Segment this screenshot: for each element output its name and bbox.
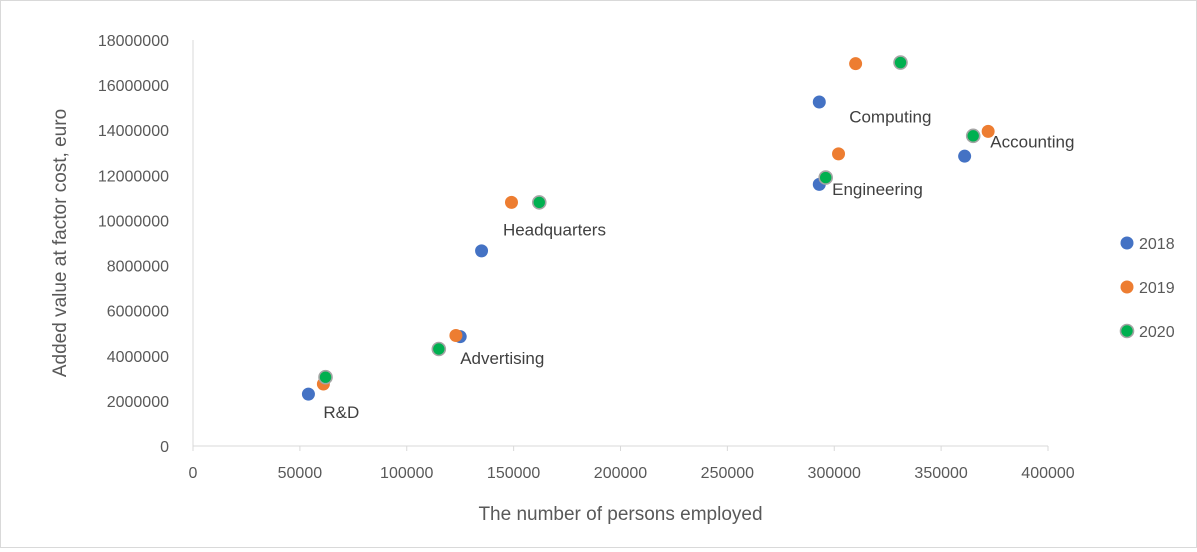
data-point-2020: [531, 195, 547, 210]
y-tick-label: 16000000: [98, 78, 169, 95]
x-tick-label: 200000: [594, 465, 647, 482]
data-point-2020: [431, 341, 447, 357]
legend-label-2019: 2019: [1139, 280, 1175, 297]
x-tick-label: 300000: [808, 465, 861, 482]
data-point-2018: [812, 95, 826, 109]
y-tick-label: 18000000: [98, 33, 169, 50]
y-tick-label: 10000000: [98, 213, 169, 230]
data-point-2019: [504, 195, 518, 209]
data-point-2019: [832, 147, 846, 161]
data-point-2020: [318, 369, 333, 385]
y-tick-label: 6000000: [107, 304, 169, 321]
legend-marker-2019: [1120, 280, 1134, 294]
x-tick-label: 400000: [1021, 465, 1074, 482]
annotations: R&D Advertising Headquarters Computing Engin…: [323, 108, 1074, 422]
x-tick-labels: 0 50000 100000 150000 200000 250000 300000 3500…: [189, 446, 1075, 482]
y-tick-label: 12000000: [98, 168, 169, 185]
annotation-label: R&D: [323, 403, 359, 422]
legend-marker-2018: [1120, 236, 1134, 250]
x-tick-label: 50000: [278, 465, 323, 482]
annotation-label: Computing: [849, 108, 931, 127]
annotation-label: Engineering: [832, 180, 923, 199]
y-tick-label: 8000000: [107, 259, 169, 276]
x-tick-label: 350000: [914, 465, 967, 482]
y-tick-label: 14000000: [98, 123, 169, 140]
data-point-2020: [893, 55, 908, 70]
data-point-2020: [818, 170, 834, 185]
data-point-2018: [475, 244, 489, 258]
data-point-2019: [449, 328, 463, 342]
legend-label-2018: 2018: [1139, 236, 1175, 253]
x-axis-title: The number of persons employed: [478, 504, 762, 525]
annotation-label: Accounting: [990, 133, 1074, 152]
annotation-label: Advertising: [460, 349, 544, 368]
legend-label-2020: 2020: [1139, 324, 1175, 341]
data-point-2018: [301, 387, 315, 401]
data-point-2019: [981, 124, 995, 138]
x-tick-label: 100000: [380, 465, 433, 482]
y-tick-labels: 0 2000000 4000000 6000000 8000000 10000000 120…: [98, 33, 169, 456]
x-tick-label: 250000: [701, 465, 754, 482]
y-tick-label: 4000000: [107, 349, 169, 366]
annotation-label: Headquarters: [503, 220, 606, 239]
data-points: [301, 55, 995, 401]
x-tick-label: 0: [189, 465, 198, 482]
data-point-2018: [958, 149, 972, 163]
data-point-2019: [849, 57, 863, 71]
legend-marker-2020: [1119, 323, 1135, 339]
data-point-2020: [965, 128, 981, 144]
x-tick-label: 150000: [487, 465, 540, 482]
y-axis-title: Added value at factor cost, euro: [50, 109, 71, 377]
y-tick-label: 2000000: [107, 394, 169, 411]
y-tick-label: 0: [160, 439, 169, 456]
legend: 2018 2019 2020: [1119, 236, 1175, 341]
